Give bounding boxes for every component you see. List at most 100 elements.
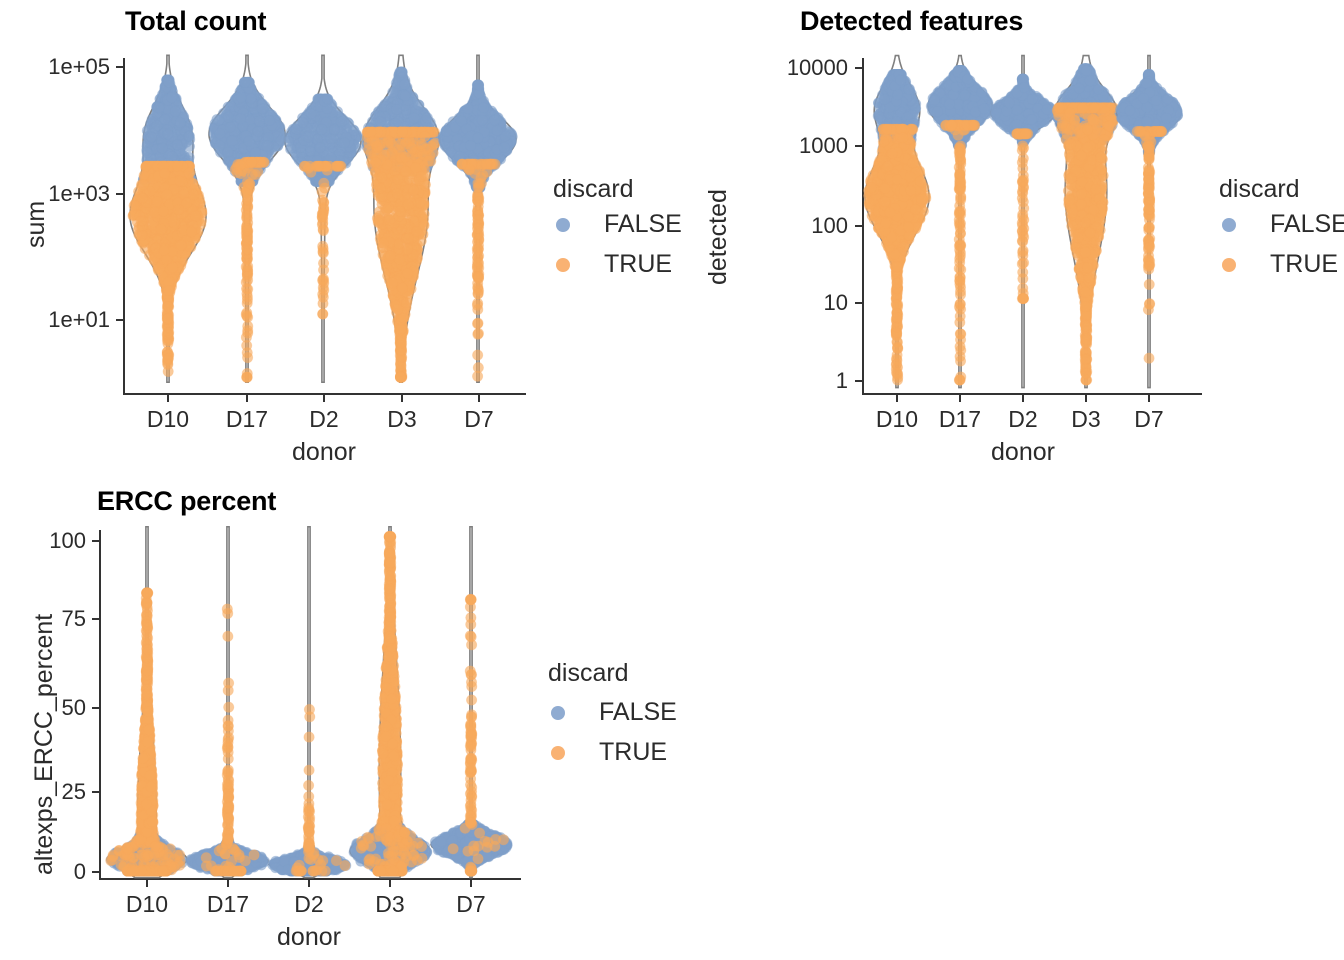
y-tick-label: 1e+01	[48, 307, 110, 332]
y-tick-label: 100	[49, 528, 86, 553]
panel-title-total-count: Total count	[125, 6, 267, 36]
x-tick-label-d3: D3	[375, 891, 405, 917]
y-tick-mark	[92, 707, 99, 709]
panel-ercc-percent: ERCC percent altexps_ERCC_percent 100 75…	[0, 470, 700, 960]
legend-item-true[interactable]: TRUE	[551, 738, 667, 767]
violin-outline	[1116, 54, 1182, 389]
y-axis-line	[99, 530, 101, 880]
y-axis-line	[123, 58, 125, 394]
x-tick-mark	[1022, 395, 1024, 402]
x-tick-label-d17: D17	[206, 891, 250, 917]
violin-points-true	[229, 156, 270, 383]
x-tick-label-d3: D3	[387, 406, 417, 432]
legend-key-true-icon	[1222, 257, 1236, 272]
y-tick-mark	[116, 319, 123, 321]
x-tick-mark	[146, 880, 148, 887]
x-tick-mark	[1085, 395, 1087, 402]
legend-item-true[interactable]: TRUE	[1222, 250, 1338, 279]
x-axis-line	[862, 393, 1202, 395]
x-tick-mark	[478, 395, 480, 402]
y-tick-mark	[92, 871, 99, 873]
x-tick-label-d3: D3	[1071, 406, 1101, 432]
plot-area-total-count	[127, 54, 518, 384]
violin-points-true	[940, 119, 981, 386]
panel-detected-features: Detected features detected 10000 1000 10…	[672, 0, 1344, 470]
y-tick-label: 10000	[786, 55, 848, 80]
x-axis-line	[99, 878, 521, 880]
x-tick-label-d7: D7	[1134, 406, 1164, 432]
x-tick-mark	[470, 880, 472, 887]
x-tick-label-d17: D17	[938, 406, 982, 432]
panel-title-ercc-percent: ERCC percent	[97, 486, 277, 516]
x-tick-label-d10: D10	[146, 406, 190, 432]
violin-points-false	[437, 79, 518, 194]
legend-key-true-icon	[556, 257, 570, 272]
legend-item-true[interactable]: TRUE	[556, 250, 672, 279]
legend-label-false: FALSE	[604, 210, 682, 238]
legend-key-false-icon	[556, 217, 570, 232]
violin-points-true	[200, 603, 260, 877]
violin-points-true	[863, 123, 932, 386]
legend-key-false-icon	[551, 705, 565, 720]
legend-key-false-icon	[1222, 217, 1236, 232]
panel-total-count: Total count sum 1e+05 1e+03 1e+01 D10 D1…	[0, 0, 700, 470]
violin-points-true	[127, 160, 208, 377]
plot-area-detected-features	[863, 54, 1184, 389]
x-tick-mark	[308, 880, 310, 887]
violin-points-true	[1131, 125, 1168, 364]
violin-points-false	[989, 73, 1057, 148]
y-tick-label: 1e+05	[48, 54, 110, 79]
legend-label-false: FALSE	[1270, 210, 1344, 238]
y-tick-label: 1000	[799, 133, 848, 158]
x-tick-label-d17: D17	[225, 406, 269, 432]
x-tick-label-d2: D2	[309, 406, 339, 432]
y-tick-mark	[116, 66, 123, 68]
y-tick-label: 1	[835, 368, 848, 393]
y-tick-label: 75	[61, 606, 86, 631]
legend-item-false[interactable]: FALSE	[1222, 210, 1344, 239]
x-tick-label-d7: D7	[464, 406, 494, 432]
y-tick-mark	[855, 145, 862, 147]
x-tick-mark	[959, 395, 961, 402]
violin-outline	[267, 525, 351, 879]
y-tick-mark	[855, 225, 862, 227]
y-tick-label: 50	[61, 695, 86, 720]
x-tick-label-d10: D10	[875, 406, 919, 432]
x-tick-mark	[401, 395, 403, 402]
legend-item-false[interactable]: FALSE	[551, 698, 677, 727]
violin-points-true	[105, 587, 186, 877]
violin-points-true	[290, 703, 351, 877]
x-axis-line	[123, 393, 526, 395]
y-tick-label: 0	[73, 859, 86, 884]
x-tick-mark	[1148, 395, 1150, 402]
x-tick-label-d2: D2	[294, 891, 324, 917]
panel-title-detected-features: Detected features	[800, 6, 1024, 36]
x-tick-label-d10: D10	[125, 891, 169, 917]
legend-item-false[interactable]: FALSE	[556, 210, 682, 239]
y-tick-label: 25	[61, 779, 86, 804]
legend-label-true: TRUE	[599, 738, 668, 766]
legend-title: discard	[1219, 175, 1300, 203]
violin-points-true	[447, 594, 510, 877]
x-tick-mark	[246, 395, 248, 402]
violin-points-true	[456, 158, 501, 382]
violin-points-true	[298, 160, 347, 320]
legend-label-false: FALSE	[599, 698, 677, 726]
y-tick-label: 100	[811, 213, 848, 238]
legend-key-true-icon	[551, 745, 565, 760]
x-axis-title-detected-features: donor	[991, 438, 1055, 466]
x-tick-mark	[323, 395, 325, 402]
x-tick-mark	[227, 880, 229, 887]
violin-points-true	[1051, 102, 1120, 386]
x-tick-mark	[389, 880, 391, 887]
violin-points-true	[1011, 128, 1034, 305]
x-tick-label-d2: D2	[1008, 406, 1038, 432]
y-tick-mark	[92, 791, 99, 793]
y-tick-mark	[855, 302, 862, 304]
y-tick-mark	[92, 540, 99, 542]
y-axis-line	[862, 58, 864, 394]
y-tick-mark	[92, 618, 99, 620]
x-tick-mark	[896, 395, 898, 402]
plot-area-ercc-percent	[105, 525, 513, 879]
y-tick-mark	[855, 380, 862, 382]
